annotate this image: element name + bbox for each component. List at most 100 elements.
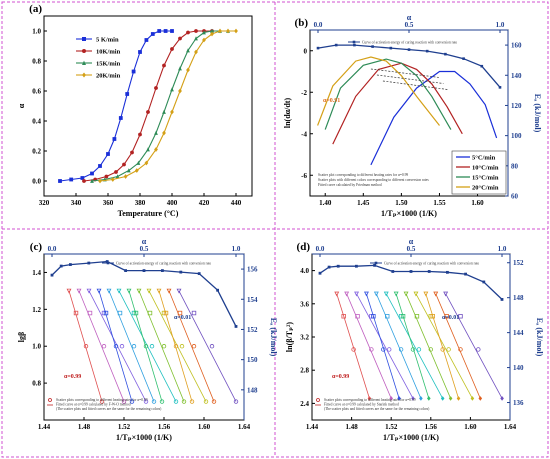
data-point: [423, 291, 429, 297]
data-point: [66, 288, 72, 294]
legend-label: 20K/min: [96, 73, 121, 80]
data-point: [194, 49, 198, 55]
data-point: [58, 179, 62, 183]
right-tick-label: 150: [247, 356, 258, 364]
ea-point: [389, 46, 393, 50]
plot-frame: [43, 253, 245, 421]
data-point: [369, 347, 374, 352]
y-tick-label: 0.8: [32, 58, 41, 66]
data-point: [104, 174, 109, 179]
data-point: [218, 28, 222, 34]
data-point: [117, 310, 123, 316]
data-point: [83, 344, 89, 349]
legend-label: 10K/min: [96, 49, 121, 56]
right-axis-label: Eₐ (kJ/mol): [533, 94, 542, 133]
legend-marker: [82, 60, 86, 65]
legend-marker: [82, 37, 86, 41]
ea-point: [87, 261, 91, 265]
data-point: [367, 396, 372, 401]
data-point: [210, 28, 214, 33]
top-tick-label: 0.5: [407, 245, 416, 253]
data-point: [115, 174, 120, 179]
data-point: [106, 152, 110, 156]
note-text: Fitted curve at α=0.99 calculated by Sta…: [324, 403, 399, 407]
annotation: α=0.01: [174, 315, 191, 321]
data-point: [203, 399, 209, 404]
ea-point: [409, 270, 413, 273]
data-point: [114, 170, 118, 174]
data-point: [443, 291, 449, 297]
legend-marker: [82, 49, 86, 53]
data-point: [170, 109, 174, 115]
fit-line: [415, 293, 473, 399]
ea-legend-label: Curve of activation energy of curing rea…: [384, 262, 479, 266]
x-axis-label: 1/Tₚ×1000 (1/K): [116, 433, 172, 442]
fit-line: [395, 293, 430, 399]
x-tick-label: 1.40: [319, 199, 332, 207]
right-tick-label: 140: [513, 364, 524, 372]
data-point: [119, 344, 125, 349]
legend-label: 10°C/min: [472, 165, 499, 172]
x-tick-label: 420: [199, 199, 210, 207]
data-point: [90, 171, 94, 176]
note-text: Scatter plots corresponding to different…: [56, 398, 148, 402]
data-point: [121, 399, 127, 404]
right-axis-label: Eₐ (kJ/mol): [535, 318, 544, 357]
data-point: [191, 310, 197, 316]
note-text: (The scatter plots and fitted curves are…: [56, 407, 162, 411]
right-tick-label: 148: [247, 386, 258, 394]
legend-label: 15°C/min: [472, 175, 499, 182]
data-point: [136, 288, 142, 294]
ea-point: [161, 269, 164, 272]
top-tick-label: 1.0: [496, 21, 505, 29]
x-tick-label: 1.52: [385, 423, 398, 431]
x-tick-label: 320: [39, 199, 50, 207]
ea-point: [371, 45, 374, 48]
legend-label: 5°C/min: [472, 155, 496, 162]
ea-point: [500, 298, 504, 301]
data-point: [143, 399, 149, 404]
data-point: [113, 344, 119, 349]
ea-point: [179, 270, 183, 274]
data-point: [430, 314, 435, 319]
y-tick-label: 0.4: [32, 118, 41, 126]
series-line: [324, 58, 452, 130]
note-text: (The scatter plots and fitted curves are…: [324, 407, 430, 411]
ea-point: [334, 43, 338, 47]
ea-point: [373, 263, 376, 267]
y-tick-label: 3.2: [300, 334, 309, 342]
data-point: [176, 288, 182, 294]
series-line: [317, 56, 440, 126]
right-tick-label: 152: [513, 259, 524, 267]
ea-point: [498, 86, 502, 89]
data-point: [194, 29, 198, 33]
data-point: [147, 310, 153, 316]
data-point: [96, 288, 102, 294]
data-point: [233, 399, 239, 404]
data-point: [87, 310, 93, 316]
ea-point: [327, 265, 331, 269]
ea-point: [446, 270, 449, 274]
fit-line: [108, 290, 155, 402]
data-point: [458, 314, 463, 319]
ea-point: [355, 264, 358, 268]
ea-point: [336, 264, 340, 268]
data-point: [186, 48, 190, 53]
data-point: [428, 347, 433, 352]
right-tick-label: 160: [511, 42, 522, 50]
x-tick-label: 1.55: [433, 199, 446, 207]
data-point: [134, 168, 139, 173]
panel-label: (a): [29, 3, 42, 15]
data-point: [344, 291, 350, 297]
annotation: α=0.91: [323, 98, 340, 104]
data-point: [170, 87, 174, 92]
data-point: [476, 347, 481, 352]
data-point: [173, 399, 179, 404]
data-point: [448, 396, 453, 401]
ea-point: [216, 288, 219, 292]
data-point: [76, 288, 82, 294]
data-point: [69, 177, 74, 182]
ea-point: [480, 64, 484, 68]
right-tick-label: 80: [511, 162, 519, 170]
